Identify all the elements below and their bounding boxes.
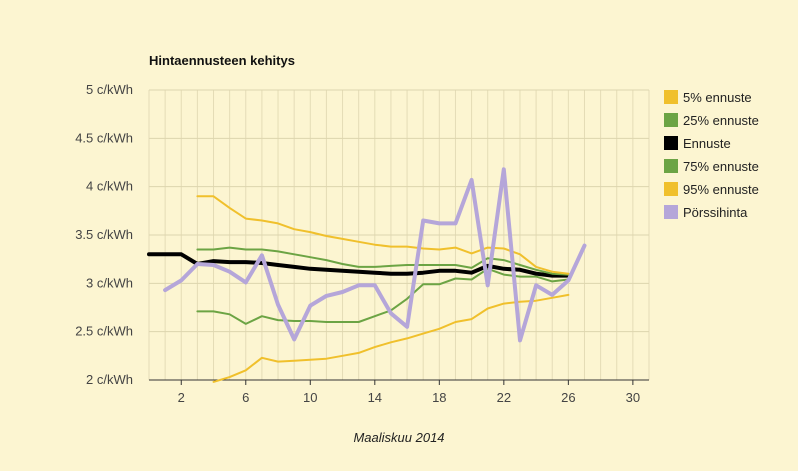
series-line-5pct-ennuste: [212, 293, 570, 383]
x-tick-label: 18: [432, 390, 446, 405]
y-tick-label: 2.5 c/kWh: [75, 324, 133, 339]
legend-swatch: [664, 136, 678, 150]
y-tick-label: 4 c/kWh: [86, 179, 133, 194]
y-tick-label: 5 c/kWh: [86, 82, 133, 97]
legend-label: 95% ennuste: [683, 182, 759, 197]
series-line-p-rssihinta: [163, 167, 587, 343]
legend-swatch: [664, 113, 678, 127]
x-tick-label: 10: [303, 390, 317, 405]
legend: 5% ennuste 25% ennuste Ennuste 75% ennuste 9…: [664, 90, 759, 220]
x-tick-label: 26: [561, 390, 575, 405]
y-axis: 2 c/kWh 2.5 c/kWh 3 c/kWh 3.5 c/kWh 4 c/kWh 4…: [75, 82, 133, 387]
legend-swatch: [664, 90, 678, 104]
series-line-25pct-ennuste: [196, 267, 570, 325]
legend-label: 25% ennuste: [683, 113, 759, 128]
series-line-95pct-ennuste: [196, 195, 570, 275]
chart-title: Hintaennusteen kehitys: [149, 53, 295, 68]
legend-swatch: [664, 159, 678, 173]
x-tick-label: 14: [368, 390, 382, 405]
series-line-ennuste: [147, 252, 571, 278]
series-lines: [147, 167, 587, 383]
legend-label: 5% ennuste: [683, 90, 752, 105]
legend-swatch: [664, 182, 678, 196]
y-tick-label: 3.5 c/kWh: [75, 227, 133, 242]
y-tick-label: 4.5 c/kWh: [75, 130, 133, 145]
y-tick-label: 2 c/kWh: [86, 372, 133, 387]
legend-label: Pörssihinta: [683, 205, 748, 220]
x-axis-label: Maaliskuu 2014: [353, 430, 444, 445]
legend-label: Ennuste: [683, 136, 731, 151]
x-tick-label: 30: [626, 390, 640, 405]
x-tick-label: 6: [242, 390, 249, 405]
legend-label: 75% ennuste: [683, 159, 759, 174]
series-line-75pct-ennuste: [196, 246, 570, 276]
x-tick-label: 22: [497, 390, 511, 405]
x-axis: 2 6 10 14 18 22 26 30: [178, 380, 640, 405]
x-tick-label: 2: [178, 390, 185, 405]
y-tick-label: 3 c/kWh: [86, 275, 133, 290]
legend-swatch: [664, 205, 678, 219]
